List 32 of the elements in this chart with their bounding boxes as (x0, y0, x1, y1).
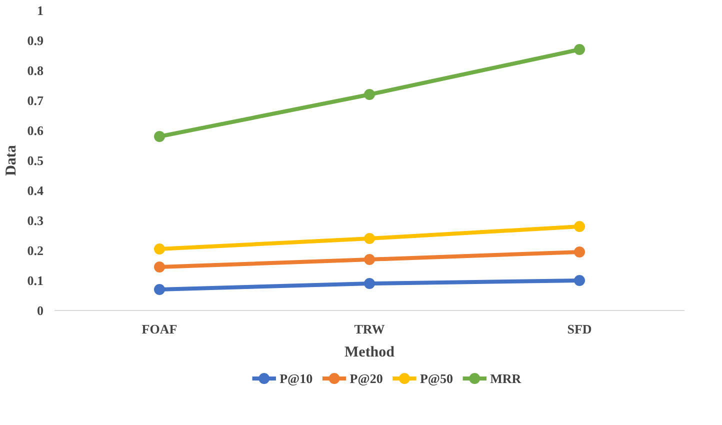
y-tick-label: 0 (37, 303, 44, 318)
y-tick-label: 0.4 (27, 183, 44, 198)
point (574, 221, 585, 232)
legend-label: P@10 (280, 371, 313, 386)
y-tick-label: 0.8 (27, 63, 44, 78)
legend-label: P@50 (420, 371, 453, 386)
point (154, 262, 165, 272)
y-tick-label: 0.5 (27, 153, 44, 168)
point (364, 254, 375, 265)
point (574, 275, 585, 286)
y-axis-title: Data (3, 144, 20, 176)
point (364, 89, 375, 100)
x-tick-label: TRW (354, 322, 385, 336)
y-tick-label: 0.2 (27, 243, 44, 258)
y-tick-label: 0.9 (27, 33, 44, 48)
point (154, 131, 165, 142)
point (574, 246, 585, 258)
x-tick-label: FOAF (142, 322, 178, 336)
y-tick-label: 0.7 (27, 93, 44, 108)
x-tick-label: SFD (567, 322, 592, 336)
x-axis-title: Method (344, 344, 396, 360)
point (154, 244, 165, 254)
point (364, 278, 375, 289)
legend-label: MRR (490, 371, 522, 386)
legend-label: P@20 (350, 371, 383, 386)
y-tick-label: 0.6 (27, 123, 44, 138)
point (574, 44, 585, 55)
point (154, 284, 165, 295)
y-tick-label: 0.1 (27, 273, 44, 288)
y-tick-label: 1 (37, 3, 44, 18)
point (364, 233, 375, 244)
y-tick-label: 0.3 (27, 213, 44, 228)
